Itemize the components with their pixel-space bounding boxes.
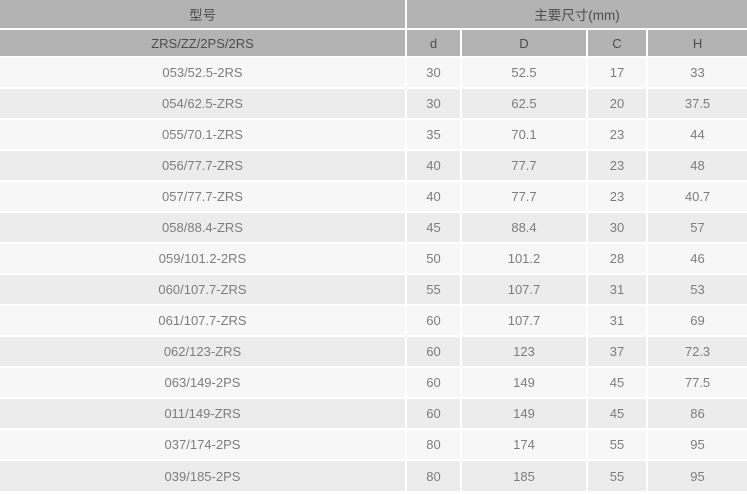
C-cell: 45: [586, 366, 648, 399]
table-row: 011/149-ZRS 60 149 45 86: [0, 397, 747, 430]
table-row: 056/77.7-ZRS 40 77.7 23 48: [0, 149, 747, 182]
model-cell: 061/107.7-ZRS: [0, 304, 407, 337]
H-cell: 95: [645, 428, 747, 461]
model-cell: 053/52.5-2RS: [0, 56, 407, 89]
table-row: 057/77.7-ZRS 40 77.7 23 40.7: [0, 180, 747, 213]
table-row: 060/107.7-ZRS 55 107.7 31 53: [0, 273, 747, 306]
H-cell: 86: [645, 397, 747, 430]
H-cell: 53: [645, 273, 747, 306]
H-cell: 46: [645, 242, 747, 275]
C-cell: 45: [586, 397, 648, 430]
table-row: 061/107.7-ZRS 60 107.7 31 69: [0, 304, 747, 337]
C-cell: 31: [586, 273, 648, 306]
d-cell: 60: [405, 335, 462, 368]
d-cell: 80: [405, 428, 462, 461]
C-cell: 30: [586, 211, 648, 244]
table-row: 055/70.1-ZRS 35 70.1 23 44: [0, 118, 747, 151]
table-body: 053/52.5-2RS 30 52.5 17 33 054/62.5-ZRS …: [0, 56, 747, 491]
d-cell: 55: [405, 273, 462, 306]
d-cell: 40: [405, 180, 462, 213]
dimensions-group-header: 主要尺寸(mm): [404, 0, 747, 30]
d-cell: 50: [405, 242, 462, 275]
D-cell: 52.5: [460, 56, 588, 89]
D-cell: 70.1: [460, 118, 588, 151]
col-header-C: C: [586, 28, 648, 58]
table-header: 型号 主要尺寸(mm) ZRS/ZZ/2PS/2RS d D C H: [0, 0, 747, 58]
d-cell: 30: [405, 87, 462, 120]
model-group-header: 型号: [0, 0, 407, 30]
H-cell: 40.7: [645, 180, 747, 213]
C-cell: 37: [586, 335, 648, 368]
H-cell: 77.5: [645, 366, 747, 399]
table-row: 062/123-ZRS 60 123 37 72.3: [0, 335, 747, 368]
model-cell: 057/77.7-ZRS: [0, 180, 407, 213]
model-cell: 037/174-2PS: [0, 428, 407, 461]
C-cell: 55: [586, 428, 648, 461]
col-header-d: d: [405, 28, 462, 58]
table-row: 037/174-2PS 80 174 55 95: [0, 428, 747, 461]
D-cell: 77.7: [460, 180, 588, 213]
D-cell: 77.7: [460, 149, 588, 182]
C-cell: 20: [586, 87, 648, 120]
H-cell: 37.5: [645, 87, 747, 120]
D-cell: 123: [460, 335, 588, 368]
D-cell: 107.7: [460, 304, 588, 337]
model-cell: 055/70.1-ZRS: [0, 118, 407, 151]
header-sub-row: ZRS/ZZ/2PS/2RS d D C H: [0, 28, 747, 58]
C-cell: 17: [586, 56, 648, 89]
D-cell: 174: [460, 428, 588, 461]
H-cell: 33: [645, 56, 747, 89]
d-cell: 60: [405, 304, 462, 337]
D-cell: 107.7: [460, 273, 588, 306]
table-row: 059/101.2-2RS 50 101.2 28 46: [0, 242, 747, 275]
model-cell: 011/149-ZRS: [0, 397, 407, 430]
model-cell: 056/77.7-ZRS: [0, 149, 407, 182]
D-cell: 88.4: [460, 211, 588, 244]
model-cell: 054/62.5-ZRS: [0, 87, 407, 120]
model-cell: 058/88.4-ZRS: [0, 211, 407, 244]
model-cell: 060/107.7-ZRS: [0, 273, 407, 306]
C-cell: 23: [586, 149, 648, 182]
table-row: 063/149-2PS 60 149 45 77.5: [0, 366, 747, 399]
D-cell: 149: [460, 366, 588, 399]
table-row: 039/185-2PS 80 185 55 95: [0, 459, 747, 491]
C-cell: 23: [586, 180, 648, 213]
table-row: 054/62.5-ZRS 30 62.5 20 37.5: [0, 87, 747, 120]
C-cell: 23: [586, 118, 648, 151]
header-group-row: 型号 主要尺寸(mm): [0, 0, 747, 30]
D-cell: 149: [460, 397, 588, 430]
d-cell: 45: [405, 211, 462, 244]
D-cell: 101.2: [460, 242, 588, 275]
model-series-header: ZRS/ZZ/2PS/2RS: [0, 28, 407, 58]
table-row: 053/52.5-2RS 30 52.5 17 33: [0, 56, 747, 89]
model-cell: 039/185-2PS: [0, 459, 407, 491]
H-cell: 48: [645, 149, 747, 182]
H-cell: 44: [645, 118, 747, 151]
D-cell: 62.5: [460, 87, 588, 120]
H-cell: 72.3: [645, 335, 747, 368]
table-row: 058/88.4-ZRS 45 88.4 30 57: [0, 211, 747, 244]
d-cell: 30: [405, 56, 462, 89]
d-cell: 35: [405, 118, 462, 151]
d-cell: 60: [405, 366, 462, 399]
d-cell: 40: [405, 149, 462, 182]
C-cell: 28: [586, 242, 648, 275]
C-cell: 55: [586, 459, 648, 491]
col-header-D: D: [460, 28, 588, 58]
H-cell: 69: [645, 304, 747, 337]
D-cell: 185: [460, 459, 588, 491]
d-cell: 80: [405, 459, 462, 491]
col-header-H: H: [645, 28, 747, 58]
model-cell: 063/149-2PS: [0, 366, 407, 399]
model-cell: 059/101.2-2RS: [0, 242, 407, 275]
H-cell: 57: [645, 211, 747, 244]
d-cell: 60: [405, 397, 462, 430]
model-cell: 062/123-ZRS: [0, 335, 407, 368]
H-cell: 95: [645, 459, 747, 491]
C-cell: 31: [586, 304, 648, 337]
